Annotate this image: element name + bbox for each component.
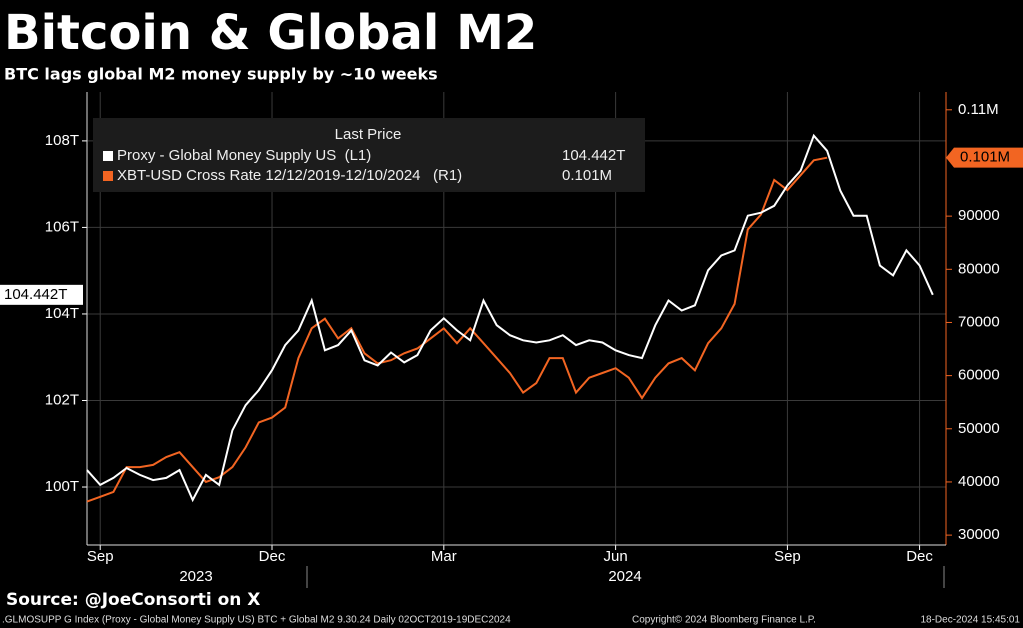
legend-value: 104.442T <box>562 147 625 164</box>
x-tick-label: Jun <box>604 548 628 565</box>
legend-label: Proxy - Global Money Supply US (L1) <box>117 147 371 164</box>
chart-title: Bitcoin & Global M2 <box>4 5 537 61</box>
x-tick-label: Mar <box>431 548 457 565</box>
x-tick-label: Sep <box>87 548 114 565</box>
y2-tick-label: 90000 <box>958 207 1000 224</box>
source: Source: @JoeConsorti on X <box>6 590 260 610</box>
y2-tick-label: 60000 <box>958 367 1000 384</box>
y-tick-label: 100T <box>45 478 79 495</box>
chart-subtitle: BTC lags global M2 money supply by ~10 w… <box>4 65 438 84</box>
legend-title: Last Price <box>335 126 402 143</box>
y2-tick-label: 0.11M <box>958 101 999 118</box>
footer-left: .GLMOSUPP G Index (Proxy - Global Money … <box>2 615 511 626</box>
series-line <box>86 156 828 503</box>
legend-swatch <box>103 151 113 161</box>
x-tick-label: Sep <box>774 548 801 565</box>
last-price-label: 0.101M <box>960 149 1010 166</box>
legend-value: 0.101M <box>562 167 612 184</box>
legend-box <box>93 118 645 192</box>
legend-label: XBT-USD Cross Rate 12/12/2019-12/10/2024… <box>117 167 462 184</box>
legend-swatch <box>103 171 113 181</box>
series-line <box>86 133 934 503</box>
year-label: 2024 <box>608 568 641 585</box>
x-tick-label: Dec <box>906 548 933 565</box>
y-tick-label: 102T <box>45 391 79 408</box>
footer-center: Copyright© 2024 Bloomberg Finance L.P. <box>632 615 816 626</box>
y2-tick-label: 70000 <box>958 313 1000 330</box>
y2-tick-label: 40000 <box>958 473 1000 490</box>
last-price-tag <box>946 147 1023 168</box>
y2-tick-label: 50000 <box>958 420 1000 437</box>
y-tick-label: 104T <box>45 305 79 322</box>
footer-right: 18-Dec-2024 15:45:01 <box>920 615 1020 626</box>
x-tick-label: Dec <box>259 548 286 565</box>
y-tick-label: 106T <box>45 218 79 235</box>
last-price-tag <box>0 284 83 305</box>
y2-tick-label: 80000 <box>958 260 1000 277</box>
last-price-label: 104.442T <box>4 286 67 303</box>
year-label: 2023 <box>179 568 212 585</box>
y2-tick-label: 30000 <box>958 526 1000 543</box>
y-tick-label: 108T <box>45 132 79 149</box>
